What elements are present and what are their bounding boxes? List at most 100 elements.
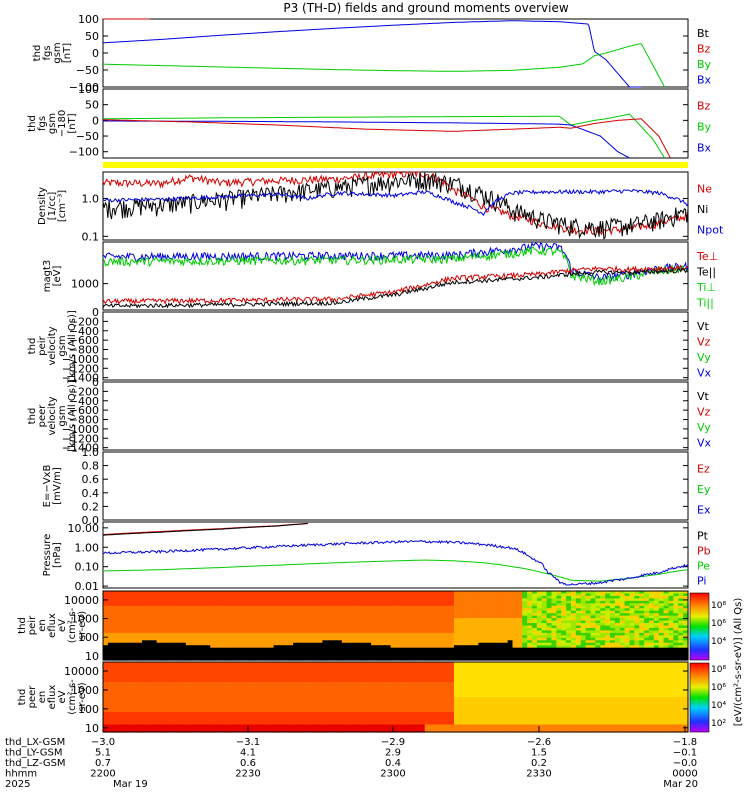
spectrogram-cell xyxy=(332,605,338,609)
spectrogram-cell xyxy=(181,677,187,681)
spectrogram-cell xyxy=(205,677,211,681)
spectrogram-cell xyxy=(483,613,489,617)
spectrogram-cell xyxy=(673,645,679,649)
spectrogram-cell xyxy=(298,650,304,654)
spectrogram-cell xyxy=(190,642,197,646)
spectrogram-cell xyxy=(424,627,431,632)
spectrogram-cell xyxy=(380,608,387,612)
spectrogram-cell xyxy=(458,625,465,629)
spectrogram-cell xyxy=(575,610,582,614)
spectrogram-cell xyxy=(185,655,192,659)
spectrogram-cell xyxy=(322,679,328,683)
spectrogram-cell xyxy=(614,632,621,636)
spectrogram-cell xyxy=(312,645,319,649)
spectrogram-cell xyxy=(156,637,163,641)
spectrogram-cell xyxy=(527,623,533,627)
spectrogram-cell xyxy=(332,645,338,649)
spectrogram-cell xyxy=(244,664,250,668)
spectrogram-cell xyxy=(473,657,479,661)
spectrogram-cell xyxy=(239,702,245,706)
spectrogram-cell xyxy=(497,650,504,654)
spectrogram-cell xyxy=(327,714,333,718)
spectrogram-cell xyxy=(132,630,138,634)
spectrogram-cell xyxy=(556,640,562,644)
spectrogram-cell xyxy=(356,635,362,639)
spectrogram-cell xyxy=(610,627,616,632)
spectrogram-cell xyxy=(288,655,294,659)
spectrogram-cell xyxy=(424,635,431,639)
spectrogram-cell xyxy=(624,605,631,609)
spectrogram-cell xyxy=(468,630,475,634)
spectrogram-cell xyxy=(122,712,128,716)
spectrogram-cell xyxy=(127,712,133,716)
spectrogram-cell xyxy=(463,623,470,627)
spectrogram-cell xyxy=(166,623,172,627)
spectrogram-cell xyxy=(419,625,426,629)
spectrogram-cell xyxy=(254,635,260,639)
spectrogram-cell xyxy=(200,655,206,659)
spectrogram-cell xyxy=(454,655,460,659)
spectrogram-cell xyxy=(595,605,601,609)
spectrogram-cell xyxy=(259,702,265,706)
spectrogram-cell xyxy=(532,598,538,602)
spectrogram-cell xyxy=(502,655,509,659)
spectrogram-cell xyxy=(239,727,245,731)
spectrogram-cell xyxy=(497,608,504,612)
spectrogram-cell xyxy=(546,623,553,627)
spectrogram-cell xyxy=(112,635,119,639)
spectrogram-cell xyxy=(434,593,440,597)
y-tick-label: −100 xyxy=(69,81,99,94)
spectrogram-cell xyxy=(497,603,504,607)
spectrogram-cell xyxy=(590,620,596,624)
spectrogram-cell xyxy=(127,655,133,659)
spectrogram-cell xyxy=(132,729,138,733)
spectrogram-cell xyxy=(229,598,236,602)
spectrogram-cell xyxy=(263,714,270,718)
spectrogram-cell xyxy=(112,684,119,688)
spectrogram-cell xyxy=(288,717,294,721)
spectrogram-cell xyxy=(234,699,241,703)
spectrogram-cell xyxy=(639,593,645,597)
spectrogram-cell xyxy=(195,620,202,624)
spectrogram-cell xyxy=(215,672,221,676)
spectrogram-cell xyxy=(215,704,221,708)
spectrogram-cell xyxy=(259,727,265,731)
spectrogram-cell xyxy=(458,591,465,595)
spectrogram-cell xyxy=(137,729,143,733)
spectrogram-cell xyxy=(239,669,245,673)
spectrogram-cell xyxy=(419,615,426,619)
spectrogram-cell xyxy=(181,630,187,634)
spectrogram-cell xyxy=(405,645,411,649)
spectrogram-cell xyxy=(493,593,499,597)
spectrogram-cell xyxy=(283,722,289,726)
spectrogram-cell xyxy=(473,623,479,627)
spectrogram-cell xyxy=(200,657,206,661)
spectrogram-cell xyxy=(312,672,319,676)
spectrogram-cell xyxy=(273,704,280,708)
spectrogram-cell xyxy=(137,724,143,728)
spectrogram-cell xyxy=(380,595,387,599)
spectrogram-cell xyxy=(176,632,182,636)
spectrogram-cell xyxy=(673,598,679,602)
spectrogram-cell xyxy=(624,640,631,644)
spectrogram-cell xyxy=(107,598,114,602)
spectrogram-cell xyxy=(317,702,323,706)
spectrogram-cell xyxy=(478,650,484,654)
spectrogram-cell xyxy=(493,605,499,609)
spectrogram-cell xyxy=(142,608,148,612)
spectrogram-cell xyxy=(229,620,236,624)
spectrogram-cell xyxy=(361,635,367,639)
spectrogram-cell xyxy=(185,657,192,661)
spectrogram-cell xyxy=(541,603,548,607)
spectrogram-cell xyxy=(176,637,182,641)
spectrogram-cell xyxy=(561,657,567,661)
spectrogram-cell xyxy=(239,722,245,726)
spectrogram-cell xyxy=(161,615,167,619)
spectrogram-cell xyxy=(341,677,348,681)
spectrogram-cell xyxy=(376,655,382,659)
spectrogram-cell xyxy=(137,689,143,693)
spectrogram-cell xyxy=(346,608,353,612)
spectrogram-cell xyxy=(673,595,679,599)
spectrogram-cell xyxy=(268,724,275,728)
spectrogram-cell xyxy=(575,647,582,651)
